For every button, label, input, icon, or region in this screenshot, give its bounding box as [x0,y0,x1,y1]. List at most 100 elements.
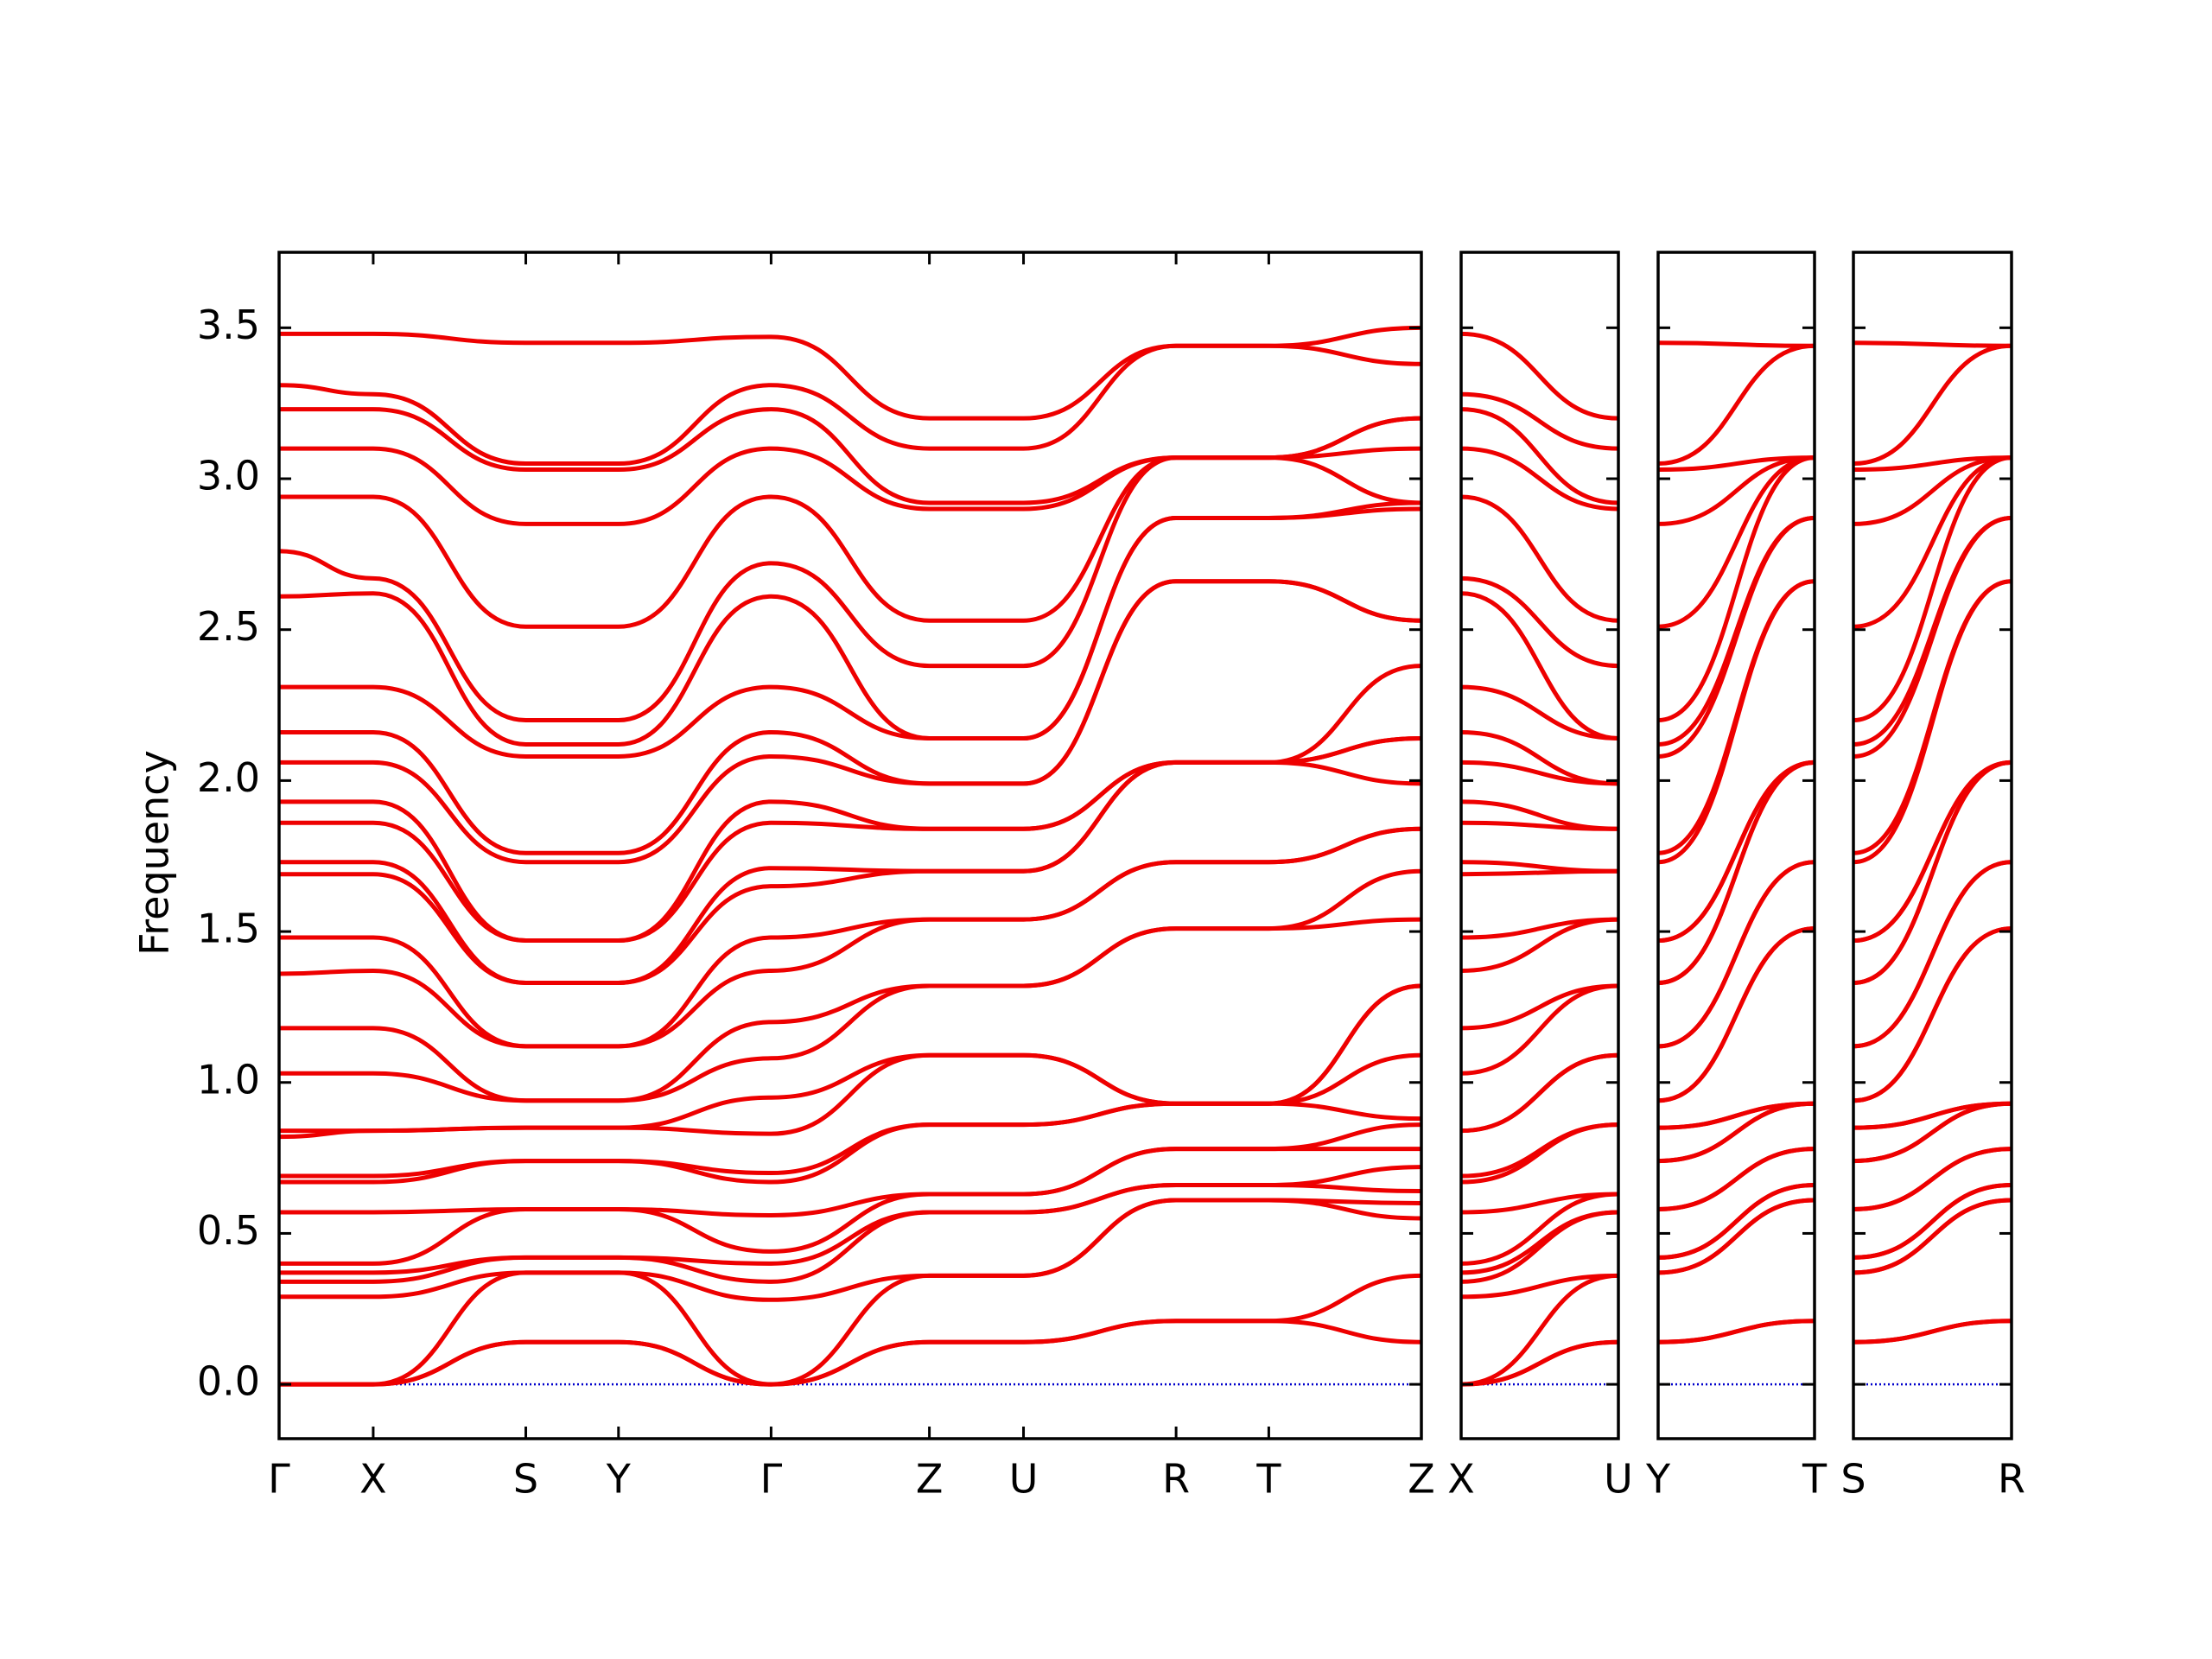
band-line [1853,343,2012,467]
band-line [1460,1192,1619,1266]
band-line [1460,1210,1619,1275]
band-line [1460,575,1619,669]
x-tick-label: Y [1645,1456,1671,1503]
band-line [1657,455,1815,526]
band-line [278,579,1422,855]
y-tick-label: 2.5 [197,603,260,650]
plot-frame [1459,251,1620,1440]
band-line [279,407,1422,505]
x-tick-label: Y [606,1456,632,1503]
band-line [1460,799,1619,831]
x-tick-label: S [513,1456,538,1503]
y-tick-label: 2.0 [197,754,260,801]
band-line [1657,343,1815,467]
band-line [1657,1183,1815,1260]
band-line [1460,446,1619,512]
band-line [1460,684,1619,741]
plot-frame [1852,251,2013,1440]
band-line [1657,455,1815,629]
band-line [279,1122,1422,1217]
band-line [1853,515,2012,747]
band-line [1853,1147,2012,1211]
band-line [278,1052,1422,1179]
band-line [279,1165,1422,1275]
band-line [1853,455,2012,473]
band-line [279,416,1422,526]
x-tick-label: Z [916,1456,944,1503]
band-line [1657,579,1815,855]
band-line [1460,331,1619,421]
x-tick-label: U [1604,1456,1633,1503]
band-line [278,455,1422,723]
x-tick-label: R [1162,1456,1190,1503]
x-tick-label: T [1802,1456,1827,1503]
band-line [1460,591,1619,741]
band-line [1460,1273,1619,1387]
band-line [279,1273,1422,1387]
band-line [278,868,1422,1103]
band-line [1460,983,1619,1076]
x-tick-label: R [1998,1456,2025,1503]
y-tick-label: 3.5 [197,302,260,348]
band-line [1657,1147,1815,1211]
band-line [279,446,1422,629]
band-line [1657,760,1815,944]
band-line [1853,860,2012,1049]
band-line [1853,455,2012,629]
band-line [278,500,1422,747]
band-line [279,826,1422,1049]
band-line [278,343,1422,467]
x-tick-label: T [1255,1456,1281,1503]
x-tick-label: X [359,1456,387,1503]
band-line [1853,926,2012,1103]
band-line [1657,340,1815,348]
band-line [278,983,1422,1134]
y-tick-label: 3.0 [197,453,260,499]
band-line [1460,391,1619,451]
band-line [279,1198,1422,1302]
band-line [1460,860,1619,874]
band-line [1657,1101,1815,1130]
band-line [1657,1319,1815,1344]
band-line [1460,917,1619,940]
plot-frame [277,251,1423,1440]
band-line [278,664,1422,944]
y-tick-label: 0.5 [197,1207,260,1254]
band-line [1853,579,2012,855]
band-line [1853,1319,2012,1344]
band-line [1460,494,1619,623]
band-line [1460,1052,1619,1134]
band-line [1460,1273,1619,1300]
y-tick-label: 1.5 [197,906,260,952]
x-tick-label: Γ [268,1456,290,1503]
x-tick-label: Γ [760,1456,783,1503]
band-line [279,325,1422,421]
band-line [1657,515,1815,747]
band-line [1657,455,1815,473]
y-tick-label: 0.0 [197,1358,260,1405]
band-line [1853,455,2012,723]
band-line [1853,760,2012,944]
band-line [1853,1198,2012,1275]
band-line [1657,455,1815,723]
band-line [1460,407,1619,505]
x-tick-label: U [1009,1456,1039,1503]
band-line [1657,1198,1815,1275]
band-line [279,506,1422,759]
x-tick-label: X [1447,1456,1475,1503]
band-line [1460,1192,1619,1215]
band-line [1460,1339,1619,1387]
band-line [1460,983,1619,1031]
y-axis-label: Frequency [131,750,178,956]
band-line [279,1198,1422,1387]
x-tick-label: S [1840,1456,1866,1503]
y-tick-label: 1.0 [197,1056,260,1103]
band-line [1657,926,1815,1103]
x-tick-label: Z [1408,1456,1435,1503]
band-line [1657,860,1815,1049]
plot-frame [1656,251,1816,1440]
band-line [1853,1183,2012,1260]
band-line [1460,729,1619,786]
